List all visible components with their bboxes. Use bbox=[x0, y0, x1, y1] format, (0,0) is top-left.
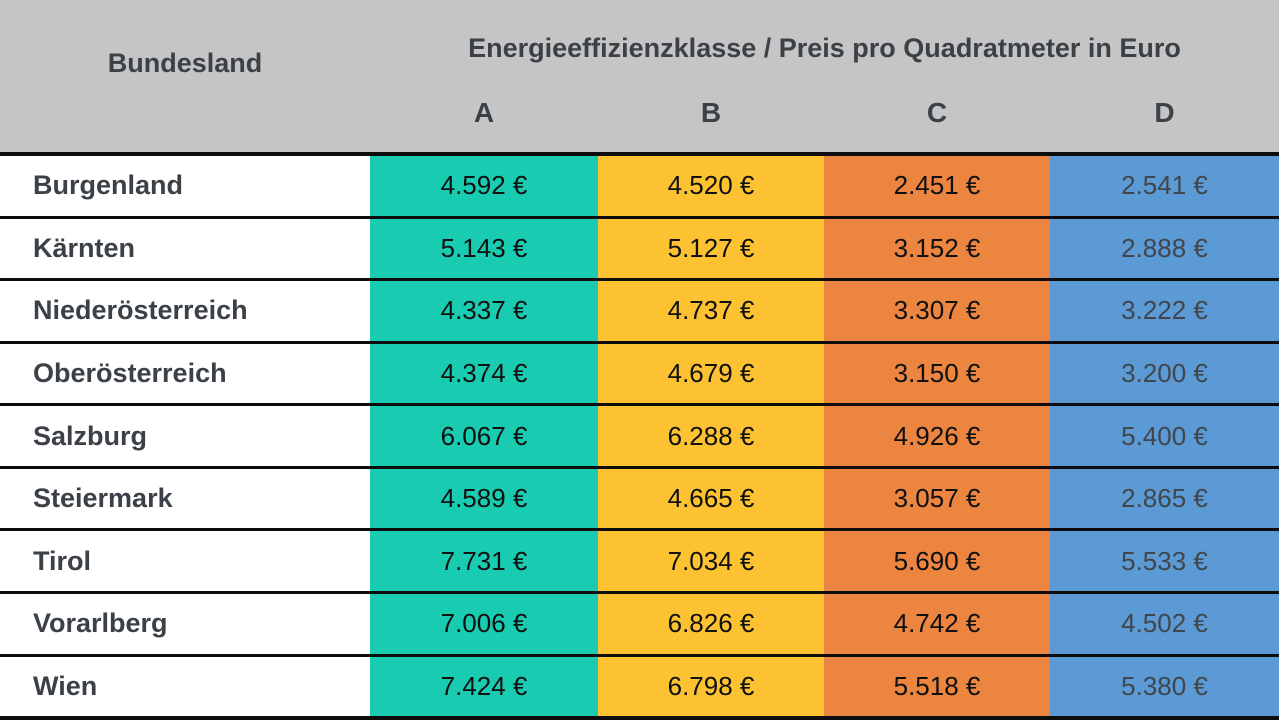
price-cell-b: 6.798 € bbox=[598, 656, 824, 717]
table-row: Steiermark 4.589 € 4.665 € 3.057 € 2.865… bbox=[0, 468, 1279, 532]
price-cell-a: 4.589 € bbox=[370, 468, 598, 529]
price-cell-d: 2.865 € bbox=[1050, 468, 1279, 529]
price-cell-c: 4.742 € bbox=[824, 593, 1050, 654]
row-label: Vorarlberg bbox=[0, 593, 370, 654]
table-row: Salzburg 6.067 € 6.288 € 4.926 € 5.400 € bbox=[0, 406, 1279, 469]
row-label: Tirol bbox=[0, 531, 370, 591]
price-cell-d: 2.541 € bbox=[1050, 156, 1279, 216]
price-cell-c: 3.057 € bbox=[824, 468, 1050, 529]
table-row: Kärnten 5.143 € 5.127 € 3.152 € 2.888 € bbox=[0, 218, 1279, 282]
price-cell-c: 5.690 € bbox=[824, 531, 1050, 591]
header-class-d: D bbox=[1154, 97, 1175, 128]
price-cell-c: 3.150 € bbox=[824, 343, 1050, 404]
price-cell-b: 7.034 € bbox=[598, 531, 824, 591]
price-cell-b: 4.737 € bbox=[598, 281, 824, 341]
price-cell-c: 3.307 € bbox=[824, 281, 1050, 341]
price-cell-c: 3.152 € bbox=[824, 218, 1050, 279]
price-cell-b: 6.288 € bbox=[598, 406, 824, 466]
price-cell-d: 5.533 € bbox=[1050, 531, 1279, 591]
header-bundesland: Bundesland bbox=[107, 47, 263, 78]
row-label: Steiermark bbox=[0, 468, 370, 529]
price-cell-a: 7.006 € bbox=[370, 593, 598, 654]
price-cell-a: 4.592 € bbox=[370, 156, 598, 216]
price-cell-b: 4.679 € bbox=[598, 343, 824, 404]
row-label: Salzburg bbox=[0, 406, 370, 466]
table-row: Wien 7.424 € 6.798 € 5.518 € 5.380 € bbox=[0, 656, 1279, 720]
header-class-b: B bbox=[700, 97, 722, 128]
price-cell-d: 3.222 € bbox=[1050, 281, 1279, 341]
price-cell-b: 4.520 € bbox=[598, 156, 824, 216]
price-cell-d: 4.502 € bbox=[1050, 593, 1279, 654]
header-class-a: A bbox=[473, 97, 495, 128]
table-row: Tirol 7.731 € 7.034 € 5.690 € 5.533 € bbox=[0, 531, 1279, 594]
price-cell-c: 5.518 € bbox=[824, 656, 1050, 717]
price-cell-a: 7.424 € bbox=[370, 656, 598, 717]
header-class-c: C bbox=[926, 97, 948, 128]
price-cell-d: 3.200 € bbox=[1050, 343, 1279, 404]
table-header: Bundesland Energieeffizienzklasse / Prei… bbox=[0, 0, 1279, 156]
table-row: Burgenland 4.592 € 4.520 € 2.451 € 2.541… bbox=[0, 156, 1279, 219]
table-row: Vorarlberg 7.006 € 6.826 € 4.742 € 4.502… bbox=[0, 593, 1279, 657]
price-cell-a: 4.337 € bbox=[370, 281, 598, 341]
row-label: Niederösterreich bbox=[0, 281, 370, 341]
table-row: Niederösterreich 4.337 € 4.737 € 3.307 €… bbox=[0, 281, 1279, 344]
row-label: Oberösterreich bbox=[0, 343, 370, 404]
price-cell-a: 5.143 € bbox=[370, 218, 598, 279]
row-label: Wien bbox=[0, 656, 370, 717]
price-cell-a: 4.374 € bbox=[370, 343, 598, 404]
price-cell-c: 2.451 € bbox=[824, 156, 1050, 216]
price-cell-d: 5.380 € bbox=[1050, 656, 1279, 717]
price-cell-b: 4.665 € bbox=[598, 468, 824, 529]
price-cell-a: 6.067 € bbox=[370, 406, 598, 466]
row-label: Burgenland bbox=[0, 156, 370, 216]
price-cell-d: 5.400 € bbox=[1050, 406, 1279, 466]
price-cell-d: 2.888 € bbox=[1050, 218, 1279, 279]
header-title: Energieeffizienzklasse / Preis pro Quadr… bbox=[468, 33, 1181, 63]
price-cell-c: 4.926 € bbox=[824, 406, 1050, 466]
table-row: Oberösterreich 4.374 € 4.679 € 3.150 € 3… bbox=[0, 343, 1279, 407]
price-cell-a: 7.731 € bbox=[370, 531, 598, 591]
price-cell-b: 5.127 € bbox=[598, 218, 824, 279]
price-cell-b: 6.826 € bbox=[598, 593, 824, 654]
row-label: Kärnten bbox=[0, 218, 370, 279]
